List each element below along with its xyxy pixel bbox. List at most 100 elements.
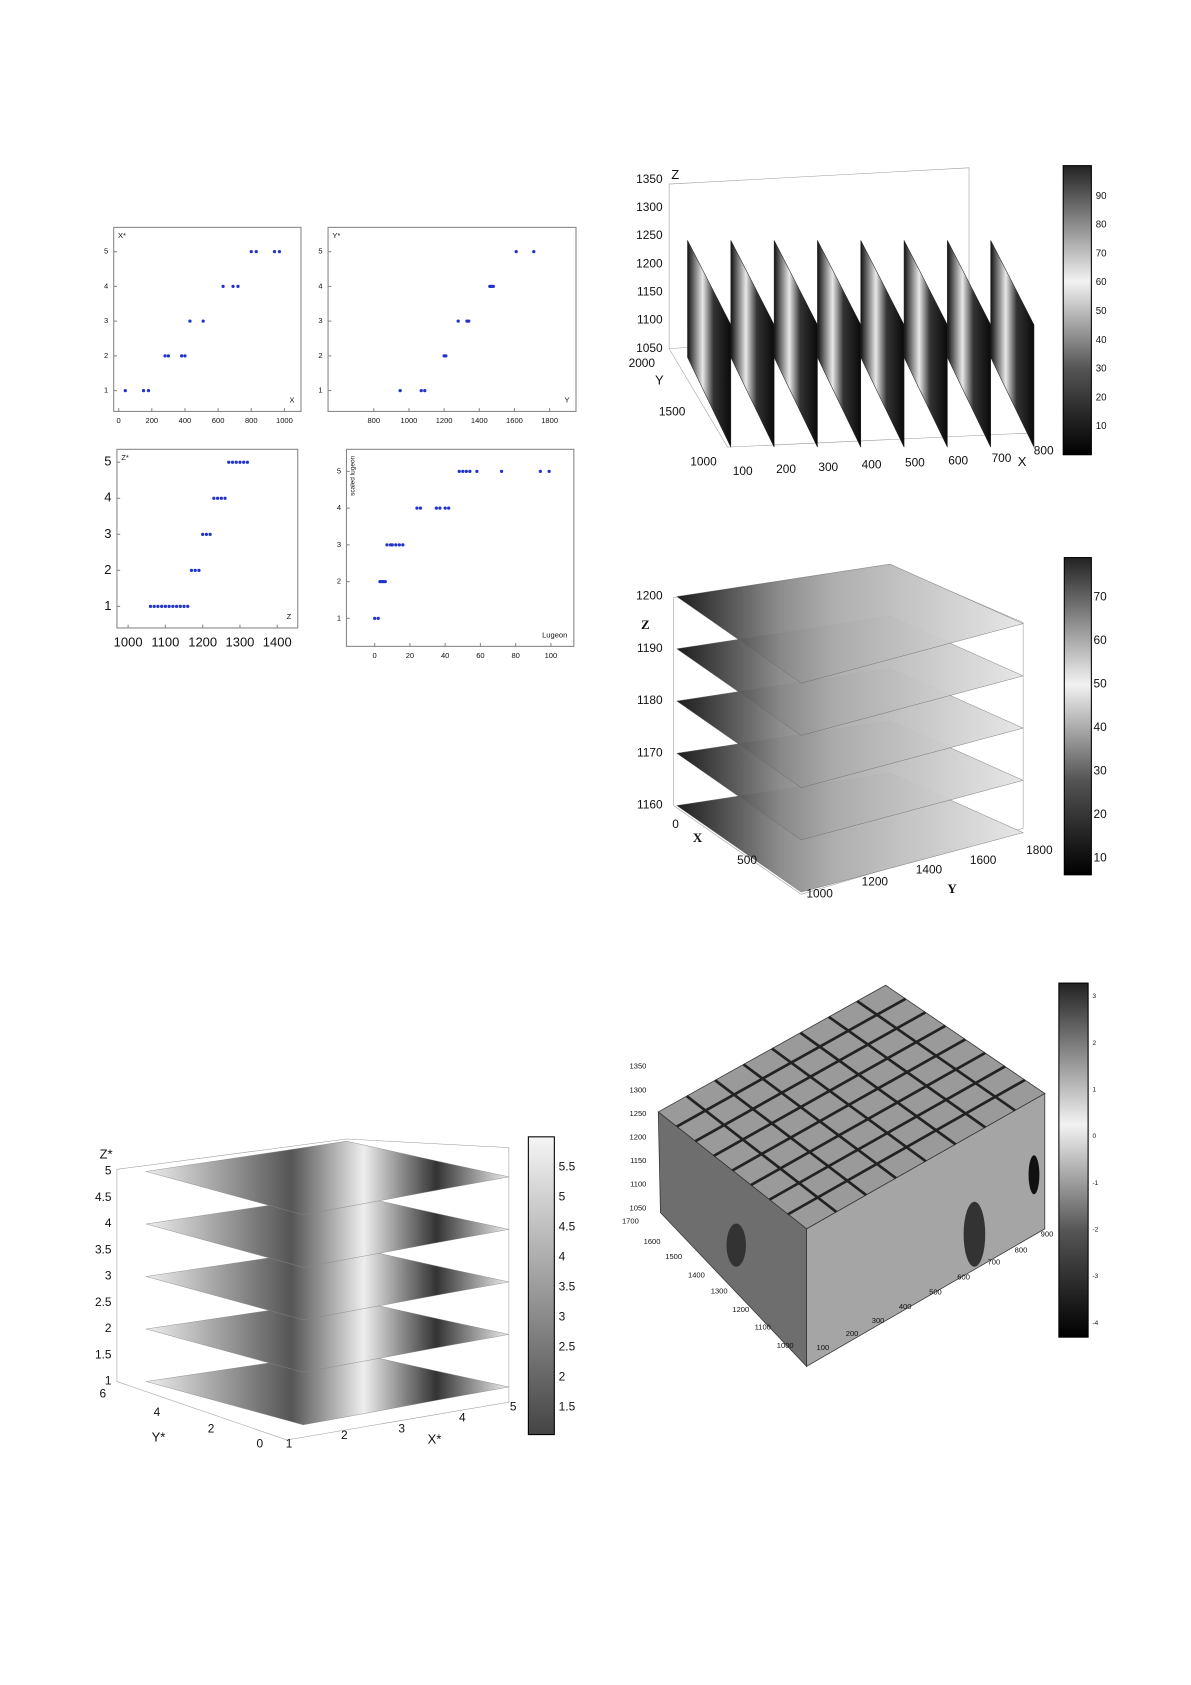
y-tick-label: 3: [337, 540, 341, 549]
point: [394, 543, 398, 547]
y-axis-label: X*: [118, 231, 126, 240]
x-tick-label: 1400: [263, 635, 292, 650]
point: [227, 460, 231, 464]
point: [186, 604, 190, 608]
colorbar-tick-label: 1.5: [559, 1400, 576, 1414]
y-tick-label: 1200: [862, 875, 889, 889]
point: [180, 354, 184, 358]
point: [183, 354, 187, 358]
point: [160, 604, 164, 608]
rib: [799, 1031, 957, 1146]
axis-label: Y: [947, 881, 957, 896]
z-tick-label: 1200: [630, 1132, 647, 1141]
x-tick-label: 1000: [114, 635, 143, 650]
x-tick-label: 700: [988, 1257, 1001, 1266]
colorbar-tick-label: 3.5: [559, 1279, 576, 1293]
y-tick-label: 1000: [777, 1341, 794, 1350]
y-tick-label: 2: [104, 351, 108, 360]
point: [376, 616, 380, 621]
y-tick-label: 1000: [806, 886, 833, 900]
point: [204, 532, 209, 536]
z-tick-label: 1160: [637, 798, 663, 812]
z-tick-label: 1200: [636, 256, 663, 270]
point: [230, 460, 235, 464]
colorbar-tick-label: 20: [1096, 392, 1107, 403]
y-tick-label: 2: [208, 1421, 215, 1435]
z-tick-label: 1050: [630, 1203, 647, 1212]
z-tick-label: 1200: [636, 589, 663, 603]
colorbar: [1058, 982, 1089, 1338]
plot-frame: [327, 226, 577, 412]
point: [434, 506, 438, 510]
point: [141, 388, 146, 393]
rib: [768, 1065, 1006, 1201]
y-tick-label: 1100: [755, 1322, 771, 1331]
y-tick-label: 5: [104, 454, 111, 469]
x-tick-label: 200: [776, 462, 796, 476]
colorbar-tick-label: 5: [559, 1189, 566, 1203]
y-tick-label: 1: [318, 386, 322, 395]
point: [272, 250, 277, 254]
point: [438, 506, 442, 510]
colorbar-tick-label: 80: [1096, 220, 1107, 231]
x-tick-label: 1: [286, 1436, 293, 1450]
point: [223, 496, 227, 500]
x-tick-label: 400: [862, 458, 882, 472]
x-tick-label: 200: [846, 1329, 859, 1338]
colorbar-tick-label: 1: [1092, 1086, 1096, 1093]
point: [415, 506, 419, 510]
point: [231, 284, 235, 289]
point: [491, 284, 495, 289]
colorbar-tick-label: 3: [559, 1310, 566, 1324]
x-tick-label: 500: [929, 1288, 942, 1297]
x-tick-label: 1600: [506, 416, 523, 425]
x-tick-label: 500: [737, 853, 757, 867]
axis-label: Z*: [100, 1147, 113, 1162]
colorbar-tick-label: 60: [1096, 277, 1107, 288]
colorbar-tick-label: 4.5: [559, 1219, 576, 1233]
block-3d: [657, 984, 1046, 1368]
x-tick-label: 300: [818, 460, 838, 474]
colorbar-tick-label: 70: [1096, 248, 1107, 259]
x-tick-label: 1200: [188, 635, 217, 650]
point: [201, 532, 205, 536]
z-tick-label: 1.5: [95, 1347, 112, 1361]
colorbar-tick-label: 60: [1094, 633, 1108, 647]
point: [418, 506, 423, 510]
slice: [990, 240, 1035, 448]
x-tick-label: 1000: [401, 416, 418, 425]
colorbar-tick-label: 3: [1092, 993, 1096, 1000]
point: [171, 604, 175, 608]
y-tick-label: 3: [104, 316, 108, 325]
z-tick-label: 1170: [637, 745, 663, 759]
colorbar-tick-label: 40: [1096, 335, 1107, 346]
x-axis-label: Z: [287, 612, 292, 621]
z-tick-label: 1300: [636, 200, 663, 214]
x-tick-label: 100: [545, 651, 558, 660]
point: [475, 469, 479, 474]
x-tick-label: 3: [398, 1421, 405, 1435]
z-tick-label: 1: [105, 1374, 112, 1388]
slice: [817, 240, 862, 448]
x-tick-label: 600: [212, 416, 225, 425]
colorbar-tick-label: 0: [1092, 1133, 1096, 1140]
y-tick-label: 1700: [622, 1216, 639, 1225]
slice: [773, 240, 818, 448]
axis-label: Y: [655, 373, 664, 388]
y-tick-label: 5: [337, 466, 341, 475]
x-tick-label: 1000: [276, 416, 293, 425]
point: [401, 543, 405, 547]
y-axis-label: scaled lugeon: [350, 455, 357, 495]
point: [419, 388, 423, 393]
z-tick-label: 4.5: [95, 1190, 112, 1204]
rib-group: [676, 997, 1026, 1216]
x-tick-label: 400: [899, 1302, 912, 1311]
z-tick-label: 2: [105, 1321, 112, 1335]
y-tick-label: 1600: [644, 1237, 661, 1246]
point: [123, 388, 127, 393]
y-tick-label: 6: [99, 1387, 106, 1401]
plane-group: [146, 1140, 509, 1426]
x-tick-label: 500: [905, 456, 925, 470]
point: [464, 469, 468, 474]
